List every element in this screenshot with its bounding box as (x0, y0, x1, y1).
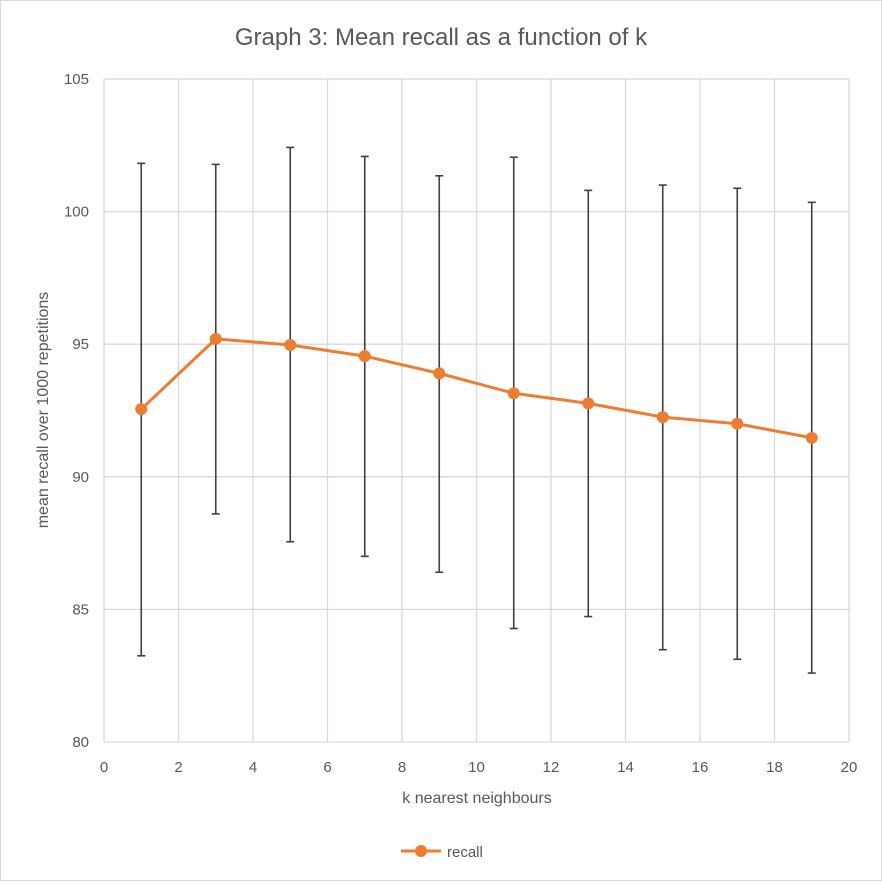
data-point (656, 411, 669, 424)
data-point (731, 417, 744, 430)
legend: recall (401, 844, 483, 861)
x-tick-label: 18 (766, 759, 783, 776)
x-tick-label: 12 (543, 759, 560, 776)
y-tick-label: 80 (72, 734, 89, 751)
x-axis-label: k nearest neighbours (402, 790, 551, 807)
data-point (582, 397, 595, 410)
y-tick-label: 85 (72, 601, 89, 618)
y-tick-label: 95 (72, 336, 89, 353)
y-axis-label: mean recall over 1000 repetitions (35, 292, 52, 529)
x-tick-label: 8 (398, 759, 406, 776)
y-tick-labels: 80 85 90 95 100 105 (64, 71, 89, 751)
data-point (284, 338, 297, 351)
y-tick-label: 100 (64, 204, 89, 221)
x-tick-label: 20 (841, 759, 858, 776)
data-point (433, 367, 446, 380)
legend-label: recall (447, 844, 483, 861)
data-points (135, 332, 818, 444)
data-point (507, 387, 520, 400)
x-tick-label: 0 (100, 759, 108, 776)
y-tick-label: 90 (72, 469, 89, 486)
x-tick-label: 6 (323, 759, 331, 776)
x-tick-label: 4 (249, 759, 257, 776)
series-lines (140, 337, 813, 440)
x-tick-labels: 0 2 4 6 8 10 12 14 16 18 20 (100, 759, 858, 776)
grid-lines (103, 78, 850, 743)
x-tick-label: 2 (174, 759, 182, 776)
data-point (135, 403, 148, 416)
x-tick-label: 10 (468, 759, 485, 776)
data-point (209, 332, 222, 345)
data-point (805, 431, 818, 444)
data-point (358, 350, 371, 363)
series-line (140, 337, 813, 440)
y-tick-label: 105 (64, 71, 89, 88)
x-tick-label: 16 (692, 759, 709, 776)
chart-title: Graph 3: Mean recall as a function of k (235, 24, 648, 51)
x-tick-label: 14 (617, 759, 634, 776)
legend-swatch-marker (415, 845, 427, 857)
